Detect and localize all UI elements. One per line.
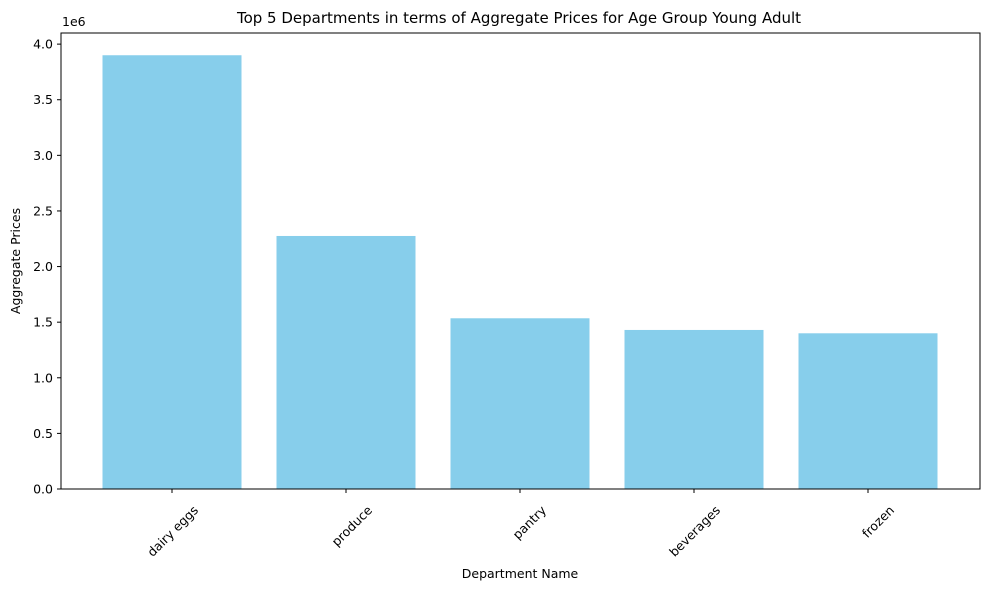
y-axis-offset-label: 1e6 <box>62 14 86 29</box>
bars-group <box>102 55 938 490</box>
x-tick-label: produce <box>329 502 376 549</box>
y-tick-label: 3.0 <box>33 148 53 163</box>
x-tick-label: beverages <box>666 503 723 560</box>
y-tick-label: 2.5 <box>33 203 53 218</box>
x-axis-ticks: dairy eggs produce pantry beverages frozen <box>144 489 897 560</box>
x-axis-label: Department Name <box>462 566 579 581</box>
y-tick-label: 3.5 <box>33 92 53 107</box>
y-tick-label: 1.0 <box>33 370 53 385</box>
plot-area-frame <box>60 32 981 490</box>
y-tick-label: 1.5 <box>33 315 53 330</box>
y-tick-label: 4.0 <box>33 37 53 52</box>
x-tick-label: pantry <box>510 502 550 542</box>
y-axis-label: Aggregate Prices <box>8 208 23 314</box>
bar-pantry <box>450 318 590 489</box>
x-tick-label: dairy eggs <box>144 503 201 560</box>
x-tick-label: frozen <box>859 503 897 541</box>
y-tick-label: 0.0 <box>33 482 53 497</box>
y-tick-label: 0.5 <box>33 426 53 441</box>
y-axis-ticks: 0.0 0.5 1.0 1.5 2.0 2.5 3.0 3.5 4.0 <box>33 37 61 497</box>
bar-beverages <box>624 329 764 489</box>
bar-produce <box>276 235 416 489</box>
bar-frozen <box>798 333 938 489</box>
chart-title: Top 5 Departments in terms of Aggregate … <box>236 9 801 27</box>
bar-dairy-eggs <box>102 55 242 490</box>
y-tick-label: 2.0 <box>33 259 53 274</box>
